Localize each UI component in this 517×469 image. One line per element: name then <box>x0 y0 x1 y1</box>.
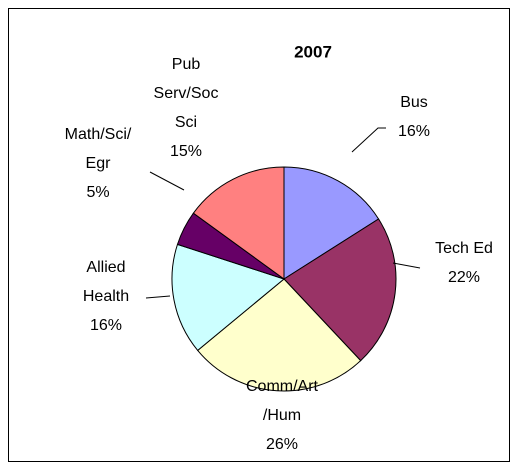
slice-label: Bus 16% <box>354 88 474 146</box>
leader-lines <box>145 127 421 299</box>
pie-slice <box>196 278 362 392</box>
category-label: Bus <box>400 94 428 111</box>
leader-line <box>149 171 185 191</box>
category-label: Comm/Art /Hum <box>246 378 318 424</box>
slice-label: Tech Ed 22% <box>404 234 517 292</box>
value-label: 22% <box>447 269 481 286</box>
chart-title: 2007 <box>294 42 332 61</box>
leader-line <box>351 127 386 153</box>
leader-line <box>145 295 171 299</box>
category-label: Tech Ed <box>435 240 493 257</box>
value-label: 5% <box>86 184 110 201</box>
leader-line <box>392 262 421 269</box>
slice-label: Math/Sci/ Egr 5% <box>38 120 158 207</box>
pie <box>171 166 397 392</box>
value-label: 26% <box>265 436 299 453</box>
category-label: Allied Health <box>82 259 130 305</box>
pie-slice <box>283 218 397 362</box>
value-label: 15% <box>169 143 203 160</box>
category-label: Pub Serv/Soc Sci <box>153 56 219 131</box>
pie-slice <box>192 166 285 280</box>
pie-slice <box>283 166 380 280</box>
slice-label: Pub Serv/Soc Sci 15% <box>126 50 246 166</box>
value-label: 16% <box>397 123 431 140</box>
pie-slice <box>171 243 286 352</box>
slice-label: Allied Health 16% <box>46 253 166 340</box>
value-label: 16% <box>89 317 123 334</box>
slice-label: Comm/Art /Hum 26% <box>222 372 342 459</box>
category-label: Math/Sci/ Egr <box>64 126 132 172</box>
